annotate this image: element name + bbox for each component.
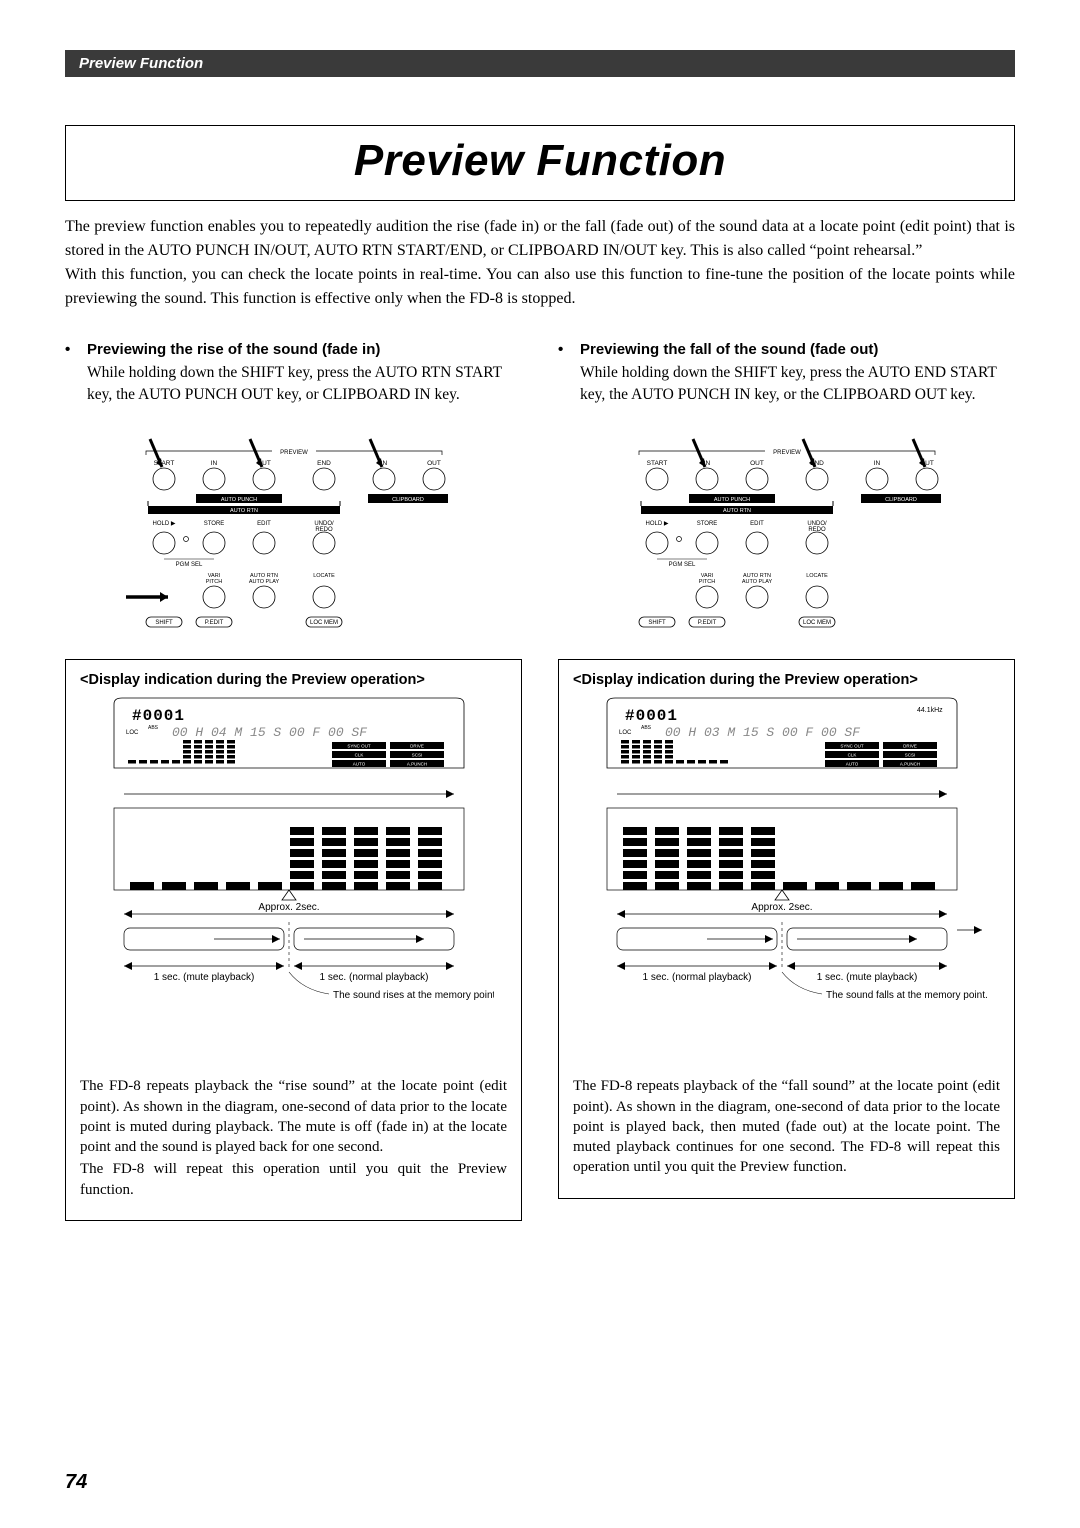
svg-text:1 sec. (normal playback): 1 sec. (normal playback) — [319, 972, 428, 983]
svg-text:#0001: #0001 — [132, 707, 185, 725]
left-bullet-head: • Previewing the rise of the sound (fade… — [65, 341, 522, 358]
svg-text:CLIPBOARD: CLIPBOARD — [885, 497, 917, 503]
svg-text:LOC: LOC — [126, 730, 139, 736]
right-bullet-head: • Previewing the fall of the sound (fade… — [558, 341, 1015, 358]
svg-text:EDIT: EDIT — [750, 521, 764, 527]
svg-text:00 H 03 M 15 S 00 F 00 SF: 00 H 03 M 15 S 00 F 00 SF — [665, 725, 860, 740]
svg-text:PGM SEL: PGM SEL — [668, 562, 695, 568]
bullet-dot-icon: • — [558, 341, 572, 358]
svg-text:HOLD ▶: HOLD ▶ — [152, 521, 175, 527]
svg-text:AUTO PUNCH: AUTO PUNCH — [713, 497, 749, 503]
svg-text:OUT: OUT — [427, 460, 441, 467]
svg-text:END: END — [317, 460, 331, 467]
svg-text:The sound falls at the memory: The sound falls at the memory point. — [826, 990, 987, 1001]
svg-text:SCSI: SCSI — [411, 753, 422, 758]
svg-text:ABS: ABS — [148, 725, 159, 731]
svg-text:The sound rises at the memory: The sound rises at the memory point. — [333, 990, 494, 1001]
lcd-diagram-right: #0001 44.1kHz LOC ABS 00 H 03 M 15 S 00 F 00… — [587, 696, 987, 1066]
right-box-p1: The FD-8 repeats playback of the “fall s… — [573, 1076, 1000, 1177]
control-panel-diagram-right: PREVIEWPREVIEWSTARTINOUTENDINOUTAUTO PUN… — [617, 421, 957, 631]
left-box-p1: The FD-8 repeats playback the “rise soun… — [80, 1076, 507, 1157]
svg-text:Approx. 2sec.: Approx. 2sec. — [258, 902, 319, 913]
lcd-diagram-left: #0001 LOC ABS 00 H 04 M 15 S 00 F 00 SF SYNC… — [94, 696, 494, 1066]
svg-text:PREVIEW: PREVIEW — [280, 450, 308, 456]
svg-text:PITCH: PITCH — [205, 579, 222, 585]
right-box-title: <Display indication during the Preview o… — [573, 672, 1000, 688]
svg-text:AUTO PUNCH: AUTO PUNCH — [220, 497, 256, 503]
left-column: • Previewing the rise of the sound (fade… — [65, 341, 522, 1221]
page-number: 74 — [65, 1471, 87, 1494]
svg-text:Approx. 2sec.: Approx. 2sec. — [751, 902, 812, 913]
left-bullet-body: While holding down the SHIFT key, press … — [65, 362, 522, 405]
svg-text:A.PUNCH: A.PUNCH — [899, 762, 919, 767]
control-panel-diagram-left: PREVIEWPREVIEWSTARTINOUTENDINOUTAUTO PUN… — [124, 421, 464, 631]
svg-text:LOC MEM: LOC MEM — [802, 620, 830, 626]
svg-text:P.EDIT: P.EDIT — [204, 620, 223, 626]
svg-text:AUTO PLAY: AUTO PLAY — [248, 579, 279, 585]
svg-text:44.1kHz: 44.1kHz — [917, 707, 943, 714]
svg-text:STORE: STORE — [203, 521, 224, 527]
svg-text:SHIFT: SHIFT — [155, 620, 173, 626]
svg-text:SHIFT: SHIFT — [648, 620, 666, 626]
title-box: Preview Function — [65, 125, 1015, 201]
svg-text:ABS: ABS — [641, 725, 652, 731]
right-box-body: The FD-8 repeats playback of the “fall s… — [573, 1076, 1000, 1177]
svg-text:SYNC OUT: SYNC OUT — [347, 744, 371, 749]
svg-text:CLK: CLK — [354, 753, 363, 758]
left-box-body: The FD-8 repeats playback the “rise soun… — [80, 1076, 507, 1200]
right-column: • Previewing the fall of the sound (fade… — [558, 341, 1015, 1221]
intro-p1: The preview function enables you to repe… — [65, 215, 1015, 263]
svg-text:00 H 04 M 15 S 00 F 00 SF: 00 H 04 M 15 S 00 F 00 SF — [172, 725, 367, 740]
svg-text:HOLD ▶: HOLD ▶ — [645, 521, 668, 527]
svg-text:IN: IN — [210, 460, 217, 467]
svg-text:DRIVE: DRIVE — [410, 744, 424, 749]
intro-p2: With this function, you can check the lo… — [65, 263, 1015, 311]
svg-text:LOCATE: LOCATE — [313, 573, 335, 579]
bullet-dot-icon: • — [65, 341, 79, 358]
right-bullet-body: While holding down the SHIFT key, press … — [558, 362, 1015, 405]
svg-text:AUTO: AUTO — [845, 762, 858, 767]
svg-text:CLK: CLK — [847, 753, 856, 758]
svg-text:1 sec. (mute playback): 1 sec. (mute playback) — [816, 972, 917, 983]
svg-text:LOC MEM: LOC MEM — [309, 620, 337, 626]
svg-text:OUT: OUT — [750, 460, 764, 467]
svg-text:PREVIEW: PREVIEW — [773, 450, 801, 456]
svg-text:EDIT: EDIT — [257, 521, 271, 527]
left-box-title: <Display indication during the Preview o… — [80, 672, 507, 688]
svg-text:AUTO: AUTO — [352, 762, 365, 767]
left-bullet-title: Previewing the rise of the sound (fade i… — [87, 341, 380, 358]
svg-text:PGM SEL: PGM SEL — [175, 562, 202, 568]
svg-text:AUTO PLAY: AUTO PLAY — [741, 579, 772, 585]
left-box-p2: The FD-8 will repeat this operation unti… — [80, 1159, 507, 1200]
svg-text:DRIVE: DRIVE — [903, 744, 917, 749]
svg-text:#0001: #0001 — [625, 707, 678, 725]
svg-text:SCSI: SCSI — [904, 753, 915, 758]
svg-text:LOC: LOC — [619, 730, 632, 736]
svg-text:AUTO RTN: AUTO RTN — [230, 508, 258, 514]
svg-text:PITCH: PITCH — [698, 579, 715, 585]
page-header-text: Preview Function — [79, 55, 203, 72]
right-display-box: <Display indication during the Preview o… — [558, 659, 1015, 1198]
svg-text:1 sec. (normal playback): 1 sec. (normal playback) — [642, 972, 751, 983]
svg-text:AUTO RTN: AUTO RTN — [723, 508, 751, 514]
page-header-bar: Preview Function — [65, 50, 1015, 77]
right-bullet-title: Previewing the fall of the sound (fade o… — [580, 341, 878, 358]
svg-text:1 sec. (mute playback): 1 sec. (mute playback) — [153, 972, 254, 983]
svg-text:A.PUNCH: A.PUNCH — [406, 762, 426, 767]
svg-text:LOCATE: LOCATE — [806, 573, 828, 579]
intro-paragraphs: The preview function enables you to repe… — [65, 215, 1015, 311]
svg-text:STORE: STORE — [696, 521, 717, 527]
left-display-box: <Display indication during the Preview o… — [65, 659, 522, 1221]
svg-text:START: START — [646, 460, 667, 467]
svg-text:P.EDIT: P.EDIT — [697, 620, 716, 626]
svg-text:IN: IN — [873, 460, 880, 467]
svg-text:CLIPBOARD: CLIPBOARD — [392, 497, 424, 503]
svg-text:SYNC OUT: SYNC OUT — [840, 744, 864, 749]
page-title: Preview Function — [66, 136, 1014, 186]
